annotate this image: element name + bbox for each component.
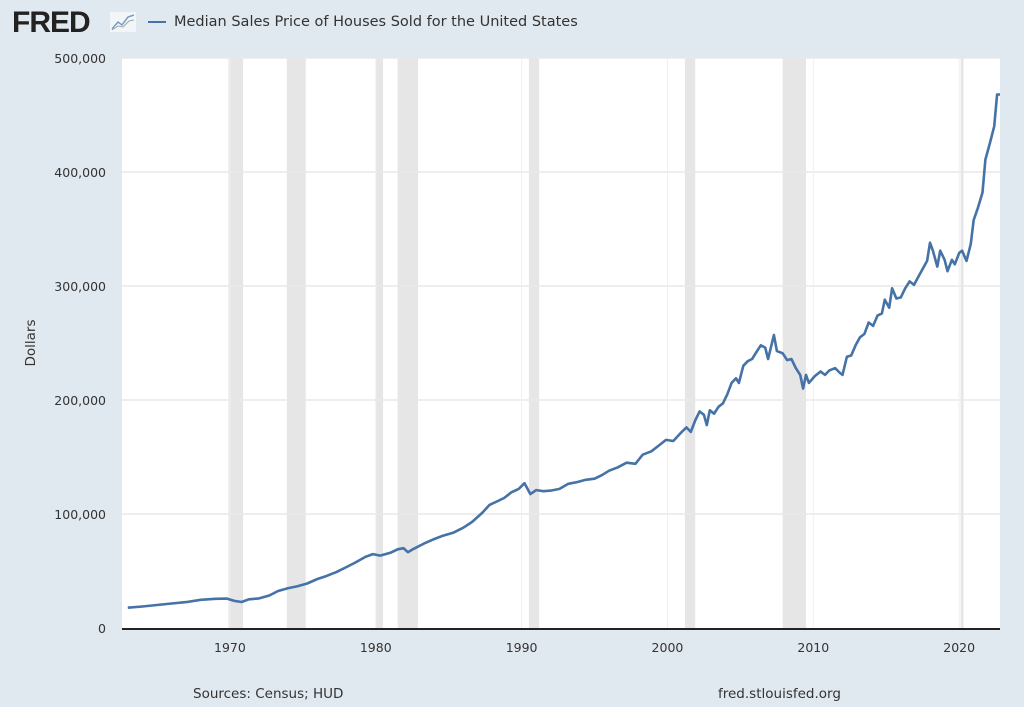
y-tick-label: 200,000 (54, 393, 106, 408)
y-tick-label: 100,000 (54, 507, 106, 522)
legend: Median Sales Price of Houses Sold for th… (148, 14, 578, 30)
recession-band (528, 58, 540, 628)
x-tick-label: 2020 (943, 640, 975, 655)
plot-area (122, 58, 1000, 628)
x-tick-label: 1970 (214, 640, 246, 655)
y-tick-label: 300,000 (54, 279, 106, 294)
recession-band (375, 58, 384, 628)
series-line (127, 93, 1000, 609)
site-link[interactable]: fred.stlouisfed.org (718, 686, 841, 702)
legend-label: Median Sales Price of Houses Sold for th… (174, 14, 578, 30)
recession-band (960, 58, 964, 628)
recession-band (782, 58, 807, 628)
y-tick-label: 500,000 (54, 51, 106, 66)
x-tick-label: 1990 (506, 640, 538, 655)
recession-band (228, 58, 244, 628)
x-tick-label: 2000 (652, 640, 684, 655)
recession-band (684, 58, 696, 628)
recession-band (286, 58, 306, 628)
fred-logo[interactable]: FRED (12, 6, 91, 39)
x-tick-label: 2010 (797, 640, 829, 655)
y-tick-label: 400,000 (54, 165, 106, 180)
recession-band (397, 58, 419, 628)
legend-swatch (148, 21, 166, 23)
y-tick-label: 0 (98, 621, 106, 636)
x-tick-label: 1980 (360, 640, 392, 655)
line-chart-icon (110, 12, 136, 32)
sources-text: Sources: Census; HUD (193, 686, 344, 702)
y-axis-label: Dollars (23, 319, 39, 366)
